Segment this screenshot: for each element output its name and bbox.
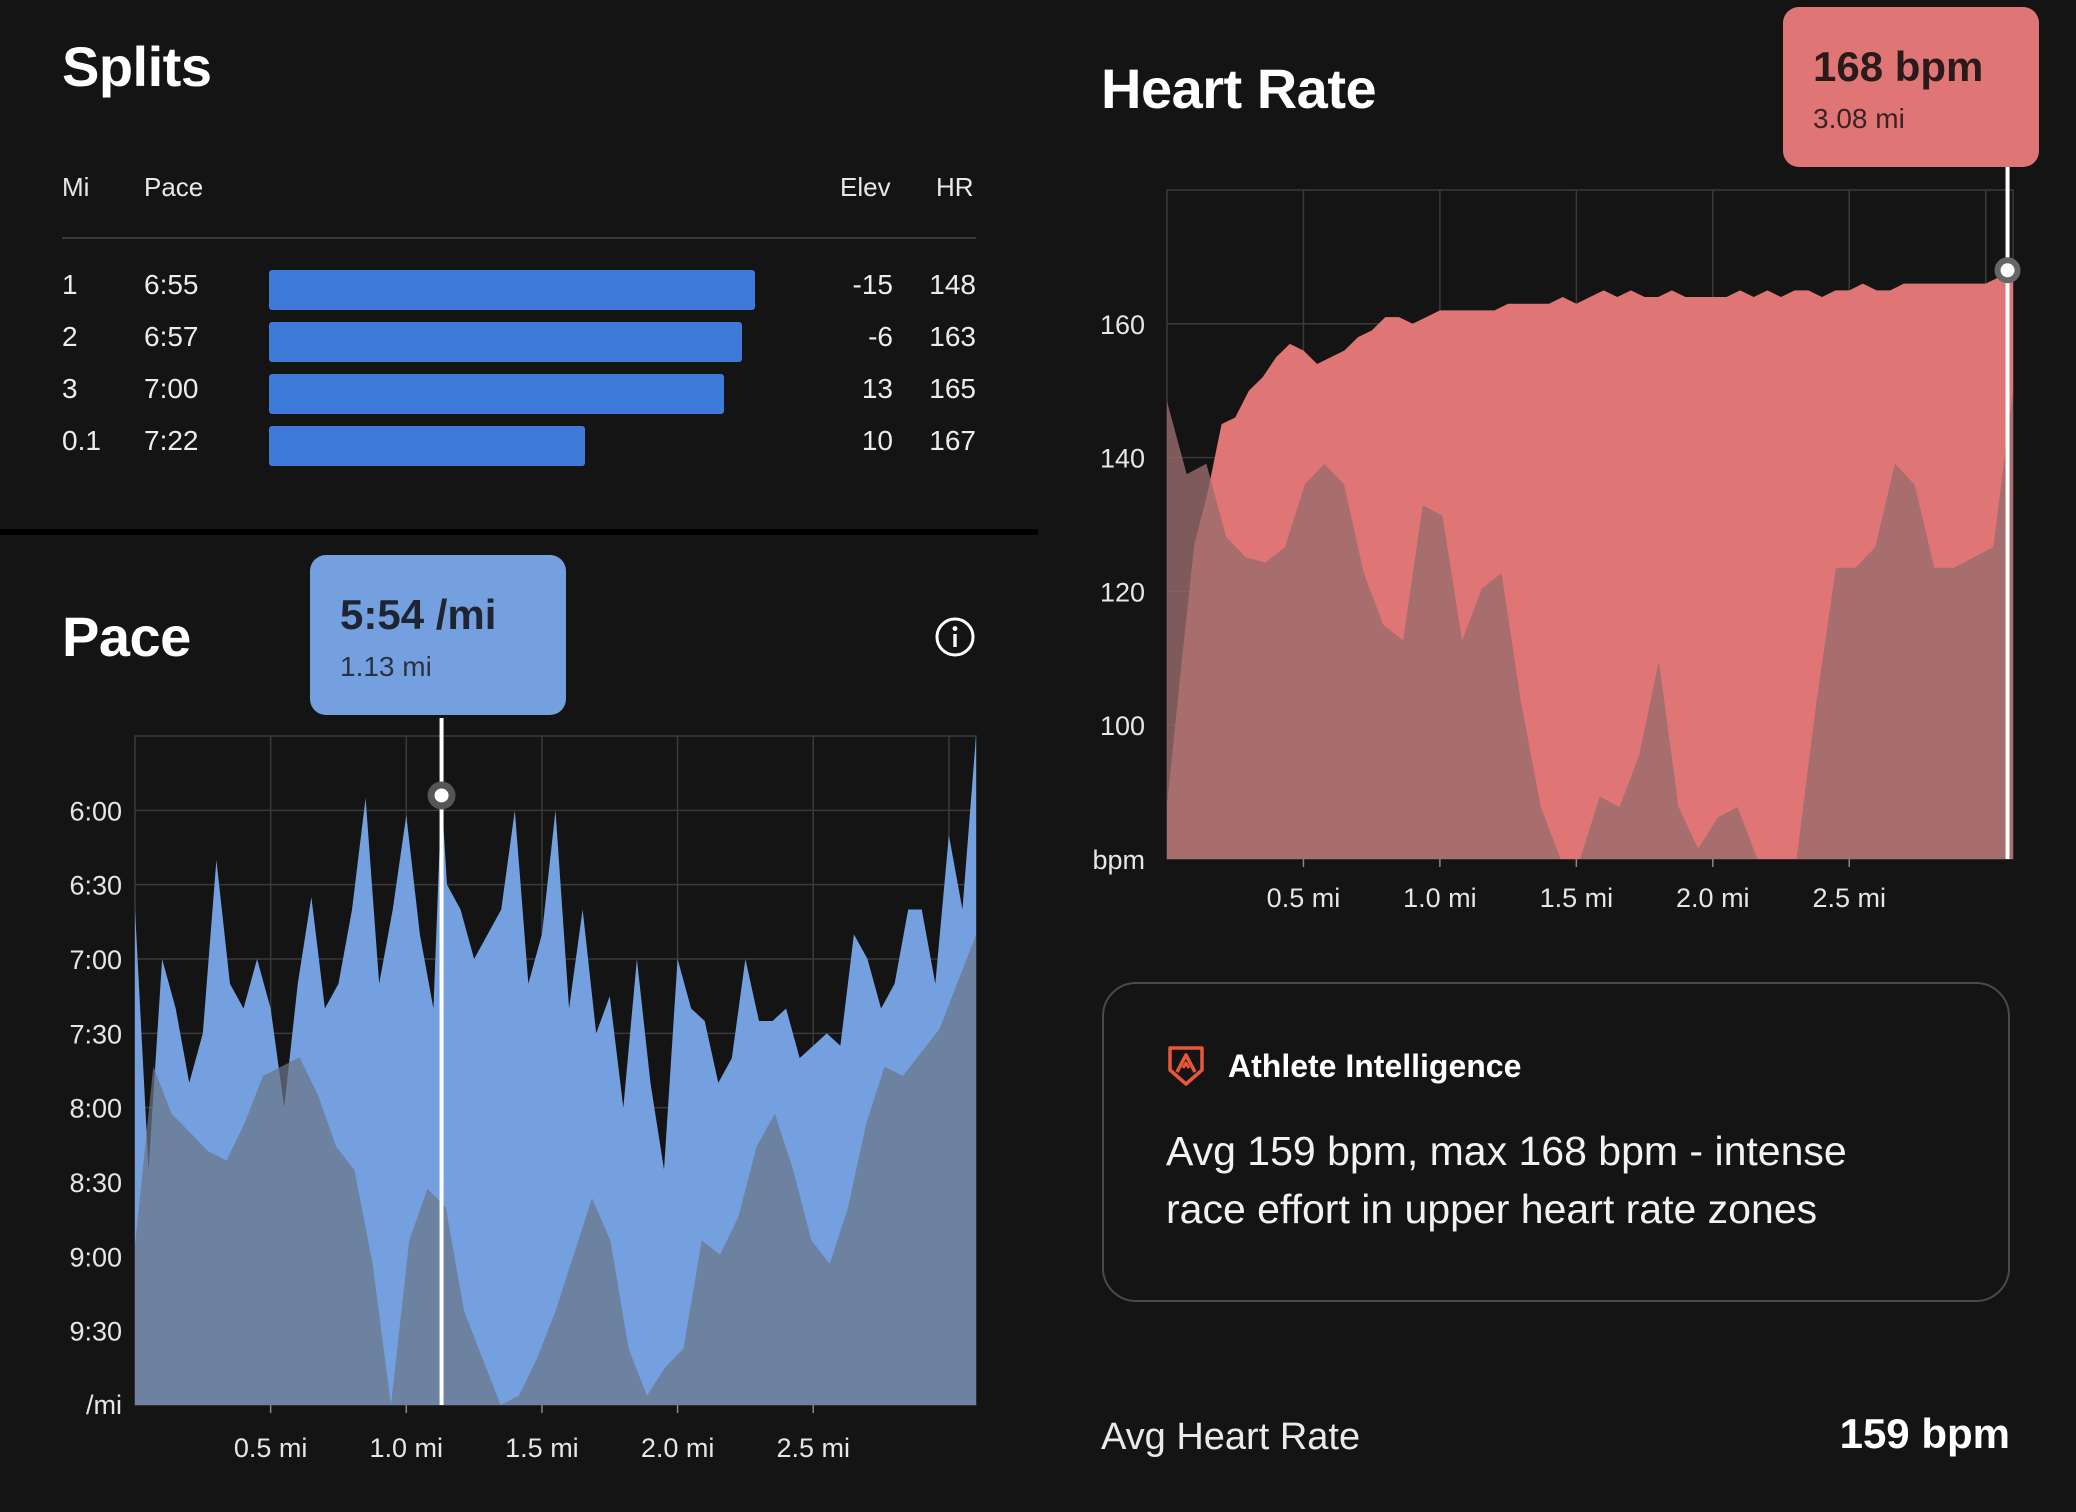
pace-tooltip-distance: 1.13 mi [340, 651, 432, 682]
pace-x-tick: 0.5 mi [234, 1433, 308, 1463]
hr-cursor-dot [2000, 263, 2015, 278]
splits-header-rule [62, 237, 976, 239]
split-elev: -6 [868, 321, 893, 352]
split-mile: 3 [62, 373, 78, 404]
split-pace: 6:55 [144, 269, 199, 300]
pace-title: Pace [62, 605, 191, 668]
pace-y-tick: 9:30 [69, 1317, 122, 1347]
pace-y-tick: 6:00 [69, 796, 122, 826]
split-pace: 7:22 [144, 425, 199, 456]
pace-x-tick: 2.5 mi [776, 1433, 850, 1463]
hr-x-tick: 2.0 mi [1676, 883, 1750, 913]
pace-y-tick: 8:00 [69, 1094, 122, 1124]
split-hr: 165 [929, 373, 976, 404]
split-hr: 163 [929, 321, 976, 352]
avg-heart-rate-value: 159 bpm [1839, 1410, 2010, 1457]
pace-tooltip-value: 5:54 /mi [340, 591, 497, 638]
heart-rate-tooltip: 168 bpm 3.08 mi [1783, 7, 2039, 167]
pace-y-tick: 8:30 [69, 1168, 122, 1198]
splits-title: Splits [62, 35, 212, 98]
split-mile: 1 [62, 269, 78, 300]
pace-y-tick: 7:00 [69, 945, 122, 975]
athlete-intelligence-title: Athlete Intelligence [1228, 1048, 1522, 1084]
pace-x-tick: 1.5 mi [505, 1433, 579, 1463]
pace-cursor-dot [434, 788, 449, 803]
col-header-mi: Mi [62, 172, 90, 202]
pace-y-tick: 7:30 [69, 1019, 122, 1049]
col-header-hr: HR [936, 172, 974, 202]
hr-x-tick: 2.5 mi [1812, 883, 1886, 913]
hr-y-tick: 140 [1100, 444, 1145, 474]
pace-x-tick: 2.0 mi [641, 1433, 715, 1463]
heart-rate-tooltip-value: 168 bpm [1813, 43, 1984, 90]
heart-rate-tooltip-distance: 3.08 mi [1813, 103, 1905, 134]
heart-rate-chart[interactable]: 160 140 120 100 bpm 0.5 mi 1.0 mi 1.5 mi 2.0 mi 2… [1080, 150, 2040, 930]
athlete-intelligence-card[interactable]: Athlete Intelligence Avg 159 bpm, max 16… [1102, 982, 2010, 1302]
split-mile: 0.1 [62, 425, 101, 456]
hr-x-tick: 1.5 mi [1540, 883, 1614, 913]
section-divider [0, 529, 1038, 535]
avg-heart-rate-label: Avg Heart Rate [1101, 1416, 1361, 1458]
hr-elevation-profile [1167, 391, 2013, 859]
split-elev: 10 [861, 425, 893, 456]
split-pace: 7:00 [144, 373, 199, 404]
col-header-pace: Pace [144, 172, 204, 202]
split-pace: 6:57 [144, 321, 199, 352]
pace-y-tick: 6:30 [69, 871, 122, 901]
split-elev: -15 [852, 269, 893, 300]
hr-y-tick: 120 [1100, 577, 1145, 607]
hr-x-tick: 1.0 mi [1403, 883, 1477, 913]
hr-x-tick: 0.5 mi [1267, 883, 1341, 913]
split-hr: 148 [929, 269, 976, 300]
athlete-intelligence-icon [1166, 1044, 1206, 1088]
info-icon[interactable] [934, 616, 976, 658]
split-pace-bar [269, 374, 724, 414]
pace-tooltip: 5:54 /mi 1.13 mi [310, 555, 566, 715]
split-hr: 167 [929, 425, 976, 456]
athlete-intelligence-line-1: Avg 159 bpm, max 168 bpm - intense [1166, 1128, 1847, 1174]
col-header-elev: Elev [840, 172, 891, 202]
pace-y-unit: /mi [86, 1390, 122, 1420]
heart-rate-title: Heart Rate [1101, 57, 1377, 120]
athlete-intelligence-line-2: race effort in upper heart rate zones [1166, 1186, 1818, 1232]
pace-y-tick: 9:00 [69, 1242, 122, 1272]
pace-chart[interactable]: 6:00 6:30 7:00 7:30 8:00 8:30 9:00 9:30/mi 0.5 m… [0, 700, 1040, 1480]
split-elev: 13 [861, 373, 893, 404]
pace-elevation-profile [135, 935, 976, 1405]
hr-y-tick: bpm [1092, 845, 1145, 875]
split-pace-bar [269, 322, 743, 362]
split-pace-bar [269, 426, 585, 466]
split-pace-bar [269, 270, 755, 310]
split-mile: 2 [62, 321, 78, 352]
pace-x-tick: 1.0 mi [370, 1433, 444, 1463]
hr-y-tick: 100 [1100, 711, 1145, 741]
hr-y-tick: 160 [1100, 310, 1145, 340]
